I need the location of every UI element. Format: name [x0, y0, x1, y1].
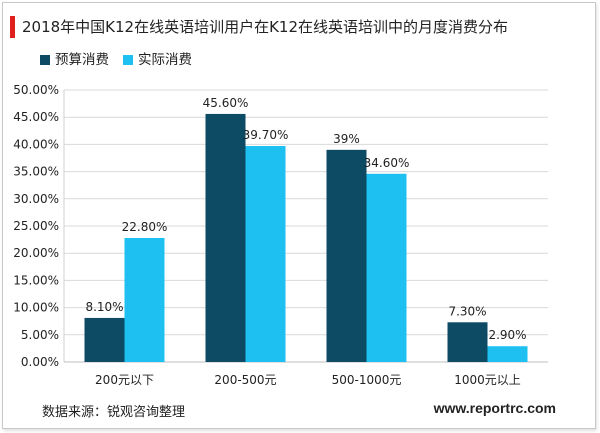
legend-label-budget: 预算消费 [55, 52, 109, 68]
title-accent-bar [10, 16, 15, 38]
x-tick-label: 1000元以上 [454, 373, 521, 387]
y-tick-label: 25.00% [13, 219, 59, 233]
legend-swatch-budget [40, 55, 50, 65]
data-label: 34.60% [364, 156, 410, 170]
data-label: 45.60% [203, 96, 249, 110]
y-tick-label: 20.00% [13, 246, 59, 260]
data-label: 8.10% [85, 300, 123, 314]
chart-title: 2018年中国K12在线英语培训用户在K12在线英语培训中的月度消费分布 [22, 18, 509, 36]
x-tick-label: 500-1000元 [332, 373, 402, 387]
bar-actual [124, 237, 165, 362]
bar-actual [245, 146, 286, 362]
y-tick-label: 15.00% [13, 273, 59, 287]
y-tick-label: 5.00% [21, 328, 59, 342]
bar-budget [326, 149, 367, 362]
data-label: 39.70% [243, 128, 289, 142]
legend-swatch-actual [123, 55, 133, 65]
data-label: 2.90% [488, 328, 526, 342]
y-tick-label: 30.00% [13, 192, 59, 206]
website-watermark: www.reportrc.com [433, 400, 556, 416]
x-tick-label: 200元以下 [95, 373, 154, 387]
y-tick-label: 0.00% [21, 355, 59, 369]
x-tick-label: 200-500元 [214, 373, 276, 387]
y-tick-label: 45.00% [13, 110, 59, 124]
bar-actual [487, 346, 528, 362]
bar-budget [447, 322, 488, 362]
data-label: 7.30% [448, 304, 486, 318]
data-label: 22.80% [122, 220, 168, 234]
bar-budget [84, 317, 125, 362]
source-note: 数据来源：锐观咨询整理 [42, 405, 186, 420]
y-tick-label: 35.00% [13, 165, 59, 179]
y-tick-label: 50.00% [13, 83, 59, 97]
bar-budget [205, 113, 246, 362]
bar-actual [366, 173, 407, 362]
data-label: 39% [333, 132, 360, 146]
legend-label-actual: 实际消费 [138, 52, 192, 68]
y-tick-label: 10.00% [13, 301, 59, 315]
y-tick-label: 40.00% [13, 137, 59, 151]
